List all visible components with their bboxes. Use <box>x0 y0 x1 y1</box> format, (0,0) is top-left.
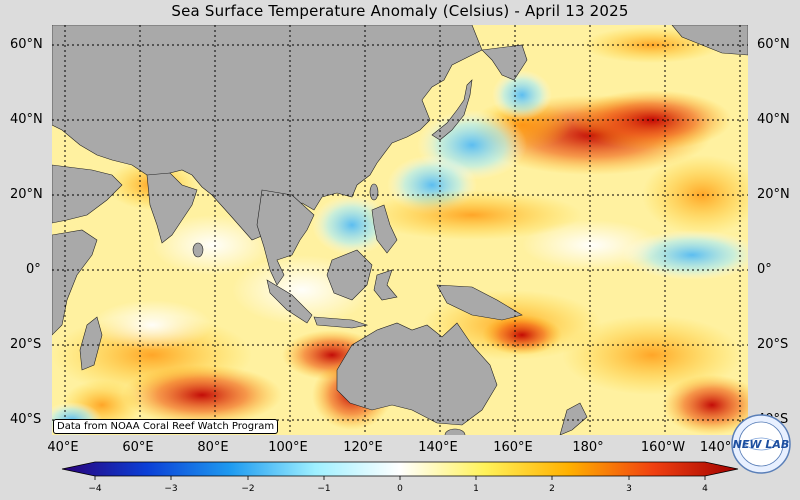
lat-label-left-20n: 20°N <box>10 187 43 202</box>
lat-label-right-40n: 40°N <box>757 112 790 127</box>
colorbar-tick-label: 3 <box>626 484 632 494</box>
anomaly-field <box>52 27 748 435</box>
land-sri-lanka <box>192 242 204 258</box>
lat-label-left-60n: 60°N <box>10 37 43 52</box>
landmasses <box>52 25 748 435</box>
lat-label-left-0: 0° <box>26 262 41 277</box>
lat-label-left-20s: 20°S <box>10 337 42 352</box>
colorbar-tick-label: −1 <box>317 484 331 494</box>
lon-label-140e: 140°E <box>418 440 458 455</box>
land-madagascar <box>79 316 103 371</box>
data-credit: Data from NOAA Coral Reef Watch Program <box>53 419 279 434</box>
lon-label-60e: 60°E <box>122 440 154 455</box>
colorbar-tick-label: −3 <box>164 484 178 494</box>
lat-label-right-20n: 20°N <box>757 187 790 202</box>
lon-label-180: 180° <box>572 440 604 455</box>
land-indochina <box>256 189 315 286</box>
colorbar-tick-label: −2 <box>241 484 255 494</box>
colorbar-ramp <box>61 461 739 477</box>
land-india <box>146 172 198 244</box>
land-tasmania <box>444 428 466 435</box>
land-australia <box>336 322 498 426</box>
lon-label-100e: 100°E <box>268 440 308 455</box>
land-japan <box>431 79 473 141</box>
lon-label-80e: 80°E <box>197 440 229 455</box>
colorbar-tick-marks <box>94 476 706 480</box>
svg-text:NEW LAB: NEW LAB <box>733 438 790 451</box>
lat-label-left-40s: 40°S <box>10 412 42 427</box>
colorbar <box>61 461 739 480</box>
sst-anomaly-map <box>52 25 748 435</box>
land-africa <box>52 229 98 336</box>
lon-label-160e: 160°E <box>493 440 533 455</box>
lat-label-right-0: 0° <box>757 262 772 277</box>
colorbar-tick-label: −4 <box>88 484 102 494</box>
land-philippines <box>371 204 398 254</box>
land-taiwan <box>369 183 379 201</box>
lon-label-40e: 40°E <box>47 440 79 455</box>
land-arabia <box>52 164 123 224</box>
colorbar-tick-label: 2 <box>549 484 555 494</box>
map-canvas <box>52 25 748 435</box>
lat-label-right-60n: 60°N <box>757 37 790 52</box>
land-new-guinea <box>436 284 523 321</box>
lat-label-right-20s: 20°S <box>757 337 789 352</box>
lon-label-120e: 120°E <box>343 440 383 455</box>
land-java <box>313 316 369 329</box>
colorbar-tick-label: 1 <box>473 484 479 494</box>
lab-logo-icon: NEW LAB <box>731 414 791 474</box>
colorbar-tick-label: 4 <box>702 484 708 494</box>
colorbar-tick-label: 0 <box>397 484 403 494</box>
land-alaska <box>671 25 748 56</box>
land-borneo <box>326 249 373 301</box>
lon-label-160w: 160°W <box>640 440 686 455</box>
lat-label-left-40n: 40°N <box>10 112 43 127</box>
land-new-zealand <box>559 402 588 435</box>
map-title: Sea Surface Temperature Anomaly (Celsius… <box>171 2 629 20</box>
